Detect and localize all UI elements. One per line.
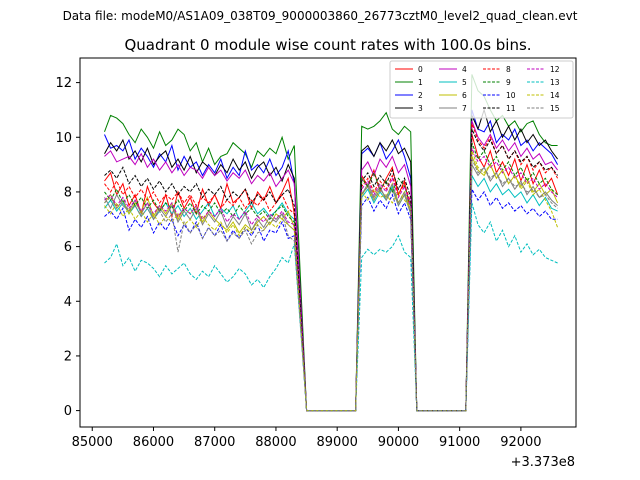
legend-label-3: 3 (418, 104, 423, 113)
legend-label-13: 13 (550, 78, 560, 87)
x-tick-label: 90000 (378, 435, 419, 450)
y-tick-label: 10 (55, 131, 72, 146)
legend-label-9: 9 (506, 78, 511, 87)
x-tick-label: 85000 (72, 435, 113, 450)
x-tick-label: 91000 (439, 435, 480, 450)
series-line-14 (104, 150, 559, 412)
y-axis: 0 2 4 6 8 10 12 (55, 76, 80, 419)
y-tick-label: 0 (64, 404, 72, 419)
x-tick-label: 88000 (255, 435, 296, 450)
legend-label-8: 8 (506, 65, 511, 74)
x-tick-label: 87000 (194, 435, 235, 450)
y-tick-label: 4 (64, 295, 72, 310)
legend-label-15: 15 (550, 104, 560, 113)
legend-label-5: 5 (462, 78, 467, 87)
axes-frame (79, 57, 577, 428)
legend-label-10: 10 (506, 91, 516, 100)
legend-label-2: 2 (418, 91, 423, 100)
legend-label-6: 6 (462, 91, 467, 100)
y-tick-label: 2 (64, 349, 72, 364)
plot-area (80, 58, 576, 427)
series-line-12 (104, 147, 558, 412)
y-tick-label: 6 (64, 240, 72, 255)
y-tick-label: 12 (55, 76, 72, 91)
legend-label-14: 14 (550, 91, 560, 100)
legend-label-0: 0 (418, 65, 423, 74)
data-file-label: Data file: modeM0/AS1A09_038T09_90000038… (63, 9, 578, 23)
plot-lines (104, 74, 559, 412)
x-axis-offset-label: +3.373e8 (511, 455, 575, 470)
legend-label-1: 1 (418, 78, 423, 87)
legend-label-7: 7 (462, 104, 467, 113)
legend-box (389, 60, 574, 119)
x-tick-label: 89000 (317, 435, 358, 450)
legend-label-12: 12 (550, 65, 560, 74)
legend-label-4: 4 (462, 65, 467, 74)
chart-title: Quadrant 0 module wise count rates with … (124, 36, 531, 54)
y-tick-label: 8 (64, 185, 72, 200)
x-tick-label: 86000 (133, 435, 174, 450)
x-axis: 85000 86000 87000 88000 89000 90000 91000 92000 (72, 427, 542, 450)
x-tick-label: 92000 (500, 435, 541, 450)
legend-label-11: 11 (506, 104, 516, 113)
